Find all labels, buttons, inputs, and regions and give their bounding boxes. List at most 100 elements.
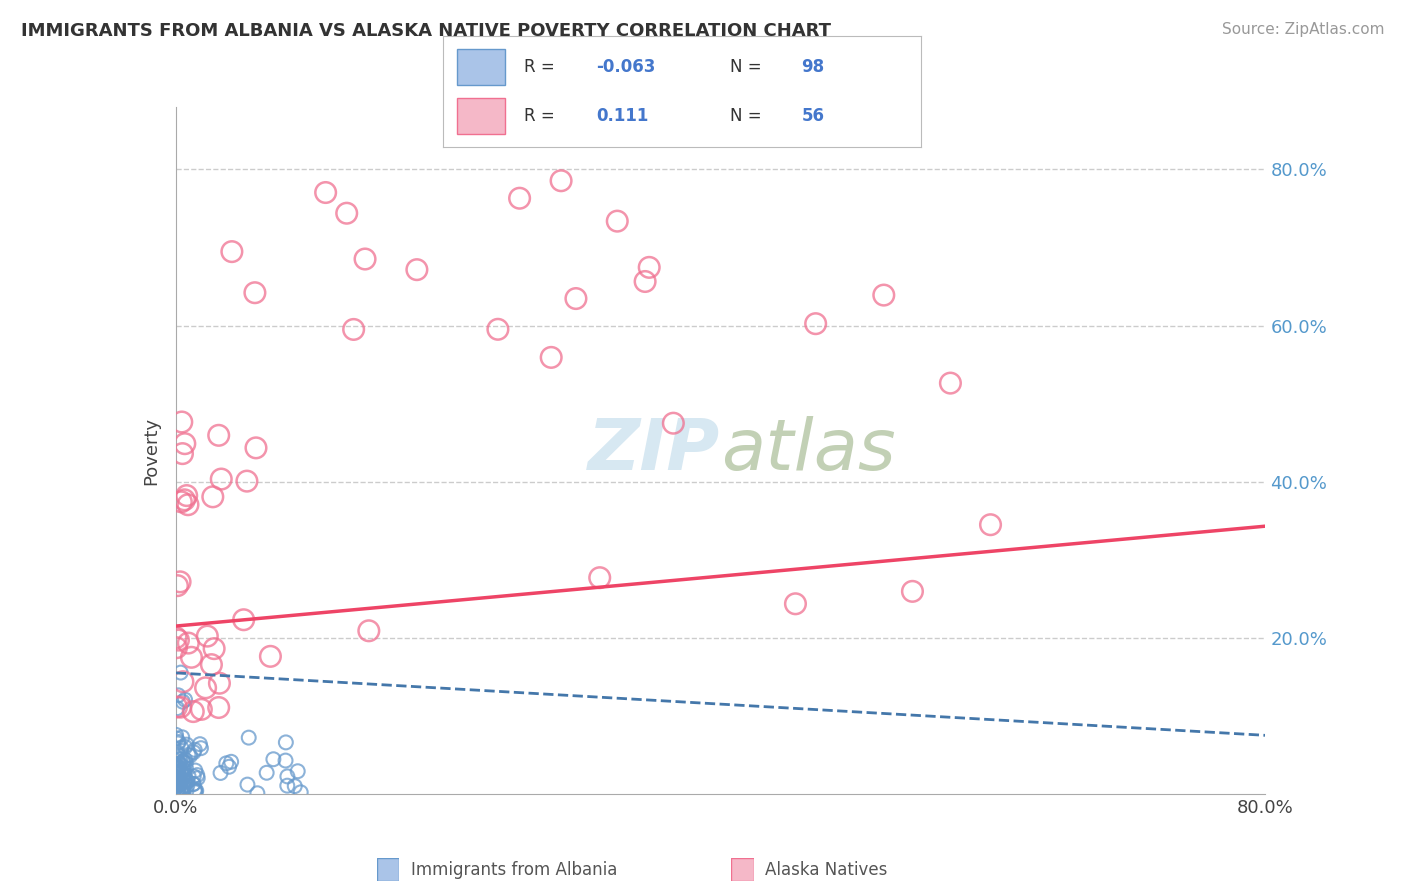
Point	[172, 786, 194, 800]
Point	[173, 780, 195, 794]
Point	[634, 275, 657, 289]
Point	[170, 415, 193, 429]
Point	[165, 779, 187, 793]
Point	[165, 631, 187, 645]
Point	[276, 769, 298, 783]
Point	[165, 777, 187, 791]
Point	[274, 754, 297, 768]
Point	[177, 747, 200, 762]
Point	[166, 780, 188, 794]
Text: R =: R =	[524, 58, 560, 76]
Point	[873, 288, 896, 302]
Point	[195, 629, 218, 643]
Point	[638, 260, 661, 275]
Point	[262, 752, 284, 766]
Point	[172, 755, 194, 769]
Point	[208, 428, 231, 442]
Point	[354, 252, 377, 266]
Point	[174, 761, 197, 775]
Point	[170, 764, 193, 779]
Point	[243, 285, 266, 300]
Point	[287, 764, 309, 779]
Point	[167, 761, 190, 775]
Point	[169, 752, 191, 766]
Point	[509, 191, 531, 205]
Point	[166, 771, 188, 785]
Point	[170, 495, 193, 509]
Point	[236, 474, 259, 488]
Point	[183, 777, 205, 791]
Point	[208, 676, 231, 690]
Point	[589, 571, 612, 585]
Point	[169, 772, 191, 786]
Point	[174, 692, 197, 706]
Text: R =: R =	[524, 107, 560, 125]
Point	[166, 759, 188, 773]
Point	[177, 636, 200, 650]
Point	[172, 695, 194, 709]
Point	[184, 783, 207, 797]
Point	[274, 735, 297, 749]
Point	[219, 755, 242, 769]
Point	[172, 674, 194, 689]
Text: atlas: atlas	[721, 416, 896, 485]
Point	[176, 738, 198, 752]
Point	[486, 322, 509, 336]
Point	[170, 782, 193, 797]
Point	[170, 774, 193, 789]
Point	[186, 768, 208, 782]
Point	[232, 613, 254, 627]
Point	[167, 759, 190, 773]
Point	[169, 756, 191, 771]
Point	[173, 492, 195, 507]
Point	[173, 436, 195, 450]
Point	[167, 786, 190, 800]
Point	[550, 174, 572, 188]
Point	[177, 498, 200, 512]
Point	[167, 756, 190, 771]
Point	[169, 665, 191, 680]
Point	[169, 574, 191, 589]
Point	[209, 766, 232, 780]
Point	[166, 640, 188, 655]
Point	[565, 292, 588, 306]
Point	[166, 700, 188, 714]
Point	[218, 760, 240, 774]
Text: ZIP: ZIP	[588, 416, 721, 485]
Point	[208, 700, 231, 714]
Point	[290, 785, 312, 799]
Point	[172, 447, 194, 461]
Text: IMMIGRANTS FROM ALBANIA VS ALASKA NATIVE POVERTY CORRELATION CHART: IMMIGRANTS FROM ALBANIA VS ALASKA NATIVE…	[21, 22, 831, 40]
Point	[245, 441, 267, 455]
Point	[176, 489, 198, 503]
Point	[187, 771, 209, 785]
Point	[165, 780, 187, 795]
Point	[200, 657, 222, 672]
Point	[167, 762, 190, 776]
Point	[183, 783, 205, 797]
Point	[180, 650, 202, 665]
Text: Source: ZipAtlas.com: Source: ZipAtlas.com	[1222, 22, 1385, 37]
Point	[209, 472, 232, 486]
Text: N =: N =	[730, 58, 766, 76]
Point	[183, 769, 205, 783]
Point	[804, 317, 827, 331]
Point	[284, 779, 307, 793]
Point	[184, 785, 207, 799]
Point	[173, 774, 195, 789]
Point	[184, 764, 207, 778]
Y-axis label: Poverty: Poverty	[142, 417, 160, 484]
Point	[246, 786, 269, 800]
Point	[357, 624, 380, 638]
Point	[315, 186, 337, 200]
Point	[174, 739, 197, 754]
Point	[167, 765, 190, 780]
Point	[177, 769, 200, 783]
Point	[785, 597, 807, 611]
Point	[176, 784, 198, 798]
Point	[170, 741, 193, 756]
Point	[186, 783, 208, 797]
Point	[167, 633, 190, 648]
Point	[167, 784, 190, 798]
Point	[166, 784, 188, 798]
